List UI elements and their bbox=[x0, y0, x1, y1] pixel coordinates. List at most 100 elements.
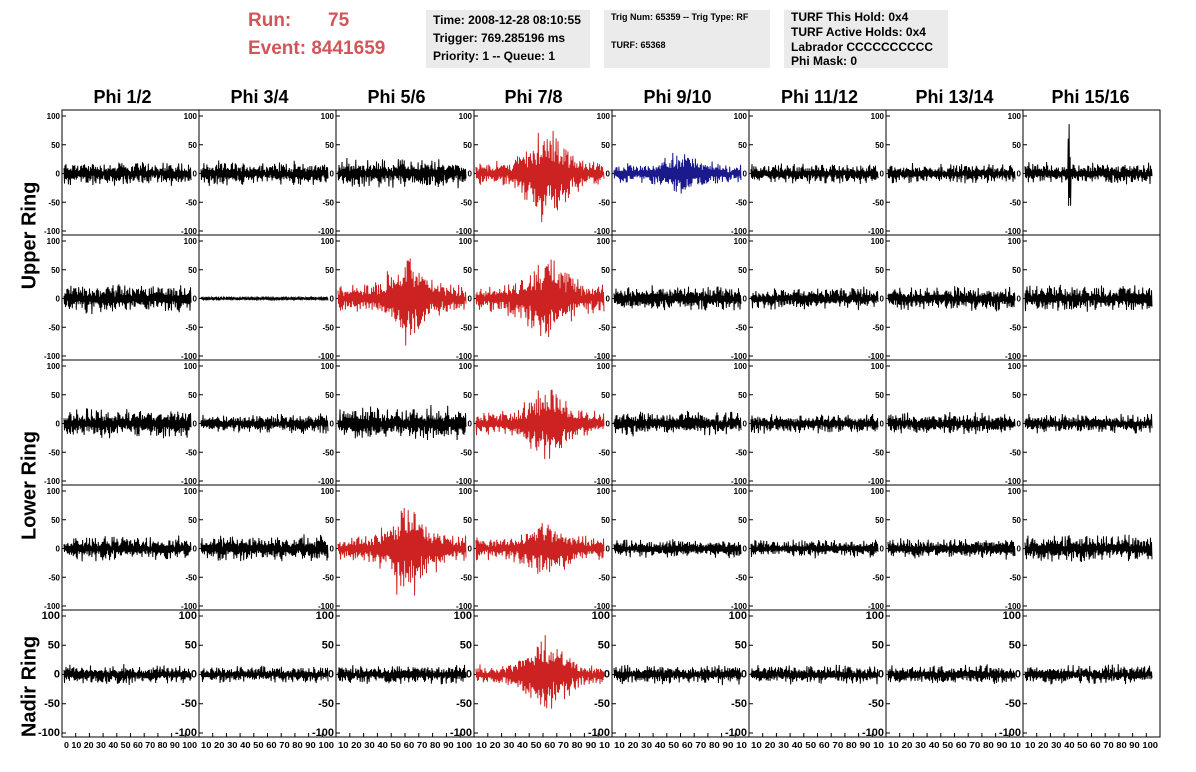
y-tick-label: 0 bbox=[743, 545, 748, 554]
y-tick-label: 100 bbox=[1008, 487, 1022, 496]
waveform-trace bbox=[1024, 284, 1153, 312]
y-tick-label: 0 bbox=[606, 170, 611, 179]
waveform-trace bbox=[337, 507, 467, 596]
y-tick-label: 100 bbox=[592, 610, 610, 622]
y-tick-label: 0 bbox=[880, 545, 885, 554]
priority-line: Priority: 1 -- Queue: 1 bbox=[433, 49, 556, 63]
y-tick-label: -100 bbox=[318, 477, 335, 486]
run-event-block: Run: 75 Event: 8441659 bbox=[248, 8, 418, 68]
y-tick-label: 0 bbox=[466, 669, 472, 681]
column-header: Phi 9/10 bbox=[643, 87, 712, 107]
y-tick-label: -50 bbox=[44, 698, 60, 710]
y-tick-label: -100 bbox=[594, 227, 611, 236]
waveform-trace bbox=[613, 664, 742, 686]
y-tick-label: -100 bbox=[312, 727, 334, 739]
y-tick-label: 50 bbox=[322, 639, 334, 651]
y-tick-label: 0 bbox=[1017, 170, 1022, 179]
y-tick-label: -100 bbox=[594, 477, 611, 486]
y-tick-label: 50 bbox=[738, 141, 747, 150]
y-tick-label: 0 bbox=[880, 170, 885, 179]
y-tick-label: 100 bbox=[734, 362, 748, 371]
y-tick-label: -50 bbox=[460, 198, 472, 207]
y-tick-label: -100 bbox=[999, 727, 1021, 739]
y-tick-label: -100 bbox=[1005, 477, 1022, 486]
turf-hold-line: TURF This Hold: 0x4 bbox=[791, 10, 909, 24]
y-tick-label: -100 bbox=[862, 727, 884, 739]
y-tick-label: -50 bbox=[322, 323, 334, 332]
y-tick-label: 100 bbox=[459, 487, 473, 496]
y-tick-label: -50 bbox=[1009, 573, 1021, 582]
waveform-trace bbox=[887, 286, 1016, 312]
waveform-trace bbox=[613, 539, 742, 559]
trigger-info-box: Trig Num: 65359 -- Trig Type: RF TURF: 6… bbox=[604, 10, 770, 68]
y-tick-label: -50 bbox=[48, 323, 60, 332]
y-tick-label: 0 bbox=[191, 669, 197, 681]
y-tick-label: 0 bbox=[193, 295, 198, 304]
y-tick-label: -100 bbox=[318, 227, 335, 236]
y-tick-label: 100 bbox=[871, 112, 885, 121]
waveform-trace bbox=[200, 160, 329, 186]
y-tick-label: -100 bbox=[731, 602, 748, 611]
y-tick-label: -100 bbox=[181, 477, 198, 486]
y-tick-label: -50 bbox=[598, 573, 610, 582]
y-tick-label: 0 bbox=[193, 545, 198, 554]
y-tick-label: 0 bbox=[330, 420, 335, 429]
y-tick-label: -100 bbox=[181, 227, 198, 236]
y-tick-label: 100 bbox=[597, 487, 611, 496]
y-tick-label: 0 bbox=[741, 669, 747, 681]
y-tick-label: 0 bbox=[330, 545, 335, 554]
turf-line: TURF: 65368 bbox=[611, 40, 666, 50]
y-tick-label: 50 bbox=[601, 391, 610, 400]
waveform-trace bbox=[200, 295, 329, 302]
y-tick-label: -100 bbox=[456, 602, 473, 611]
y-tick-label: 50 bbox=[601, 266, 610, 275]
y-tick-label: 100 bbox=[47, 362, 61, 371]
y-tick-label: -50 bbox=[872, 448, 884, 457]
y-tick-label: 0 bbox=[56, 545, 61, 554]
y-tick-label: -100 bbox=[450, 727, 472, 739]
y-tick-label: 50 bbox=[325, 266, 334, 275]
y-tick-label: -50 bbox=[460, 573, 472, 582]
waveform-trace bbox=[613, 410, 742, 437]
waveform-trace bbox=[63, 162, 192, 186]
y-tick-label: 100 bbox=[179, 610, 197, 622]
y-tick-label: 50 bbox=[872, 639, 884, 651]
y-tick-label: 50 bbox=[738, 391, 747, 400]
y-tick-label: 100 bbox=[459, 237, 473, 246]
y-tick-label: 0 bbox=[468, 420, 473, 429]
y-tick-label: 0 bbox=[54, 669, 60, 681]
y-tick-label: -50 bbox=[185, 573, 197, 582]
waveform-trace bbox=[475, 389, 605, 460]
y-tick-label: -100 bbox=[594, 602, 611, 611]
y-tick-label: 100 bbox=[734, 487, 748, 496]
y-tick-label: 50 bbox=[460, 639, 472, 651]
y-tick-label: 100 bbox=[184, 237, 198, 246]
y-tick-label: 50 bbox=[875, 266, 884, 275]
y-tick-label: 50 bbox=[738, 266, 747, 275]
y-tick-label: -100 bbox=[1005, 602, 1022, 611]
y-tick-label: -100 bbox=[594, 352, 611, 361]
y-tick-label: -100 bbox=[868, 602, 885, 611]
waveform-trace bbox=[613, 152, 742, 194]
y-tick-label: 100 bbox=[1008, 112, 1022, 121]
y-tick-label: 0 bbox=[330, 295, 335, 304]
y-tick-label: 100 bbox=[47, 487, 61, 496]
y-tick-label: 100 bbox=[321, 237, 335, 246]
y-tick-label: 0 bbox=[56, 420, 61, 429]
y-tick-label: -50 bbox=[48, 448, 60, 457]
y-tick-label: 100 bbox=[597, 362, 611, 371]
y-tick-label: 100 bbox=[454, 610, 472, 622]
column-header: Phi 1/2 bbox=[93, 87, 152, 107]
y-tick-label: 0 bbox=[743, 295, 748, 304]
y-tick-label: 0 bbox=[743, 420, 748, 429]
y-tick-label: -50 bbox=[456, 698, 472, 710]
y-tick-label: 50 bbox=[48, 639, 60, 651]
y-tick-label: -50 bbox=[735, 198, 747, 207]
y-tick-label: -100 bbox=[1005, 227, 1022, 236]
y-tick-label: -50 bbox=[322, 573, 334, 582]
y-tick-label: 100 bbox=[321, 487, 335, 496]
waveform-trace bbox=[475, 635, 605, 709]
x-tick-label: 10 20 30 40 50 60 70 80 90 10 bbox=[751, 741, 885, 750]
y-tick-label: -100 bbox=[868, 227, 885, 236]
y-tick-label: -50 bbox=[185, 198, 197, 207]
